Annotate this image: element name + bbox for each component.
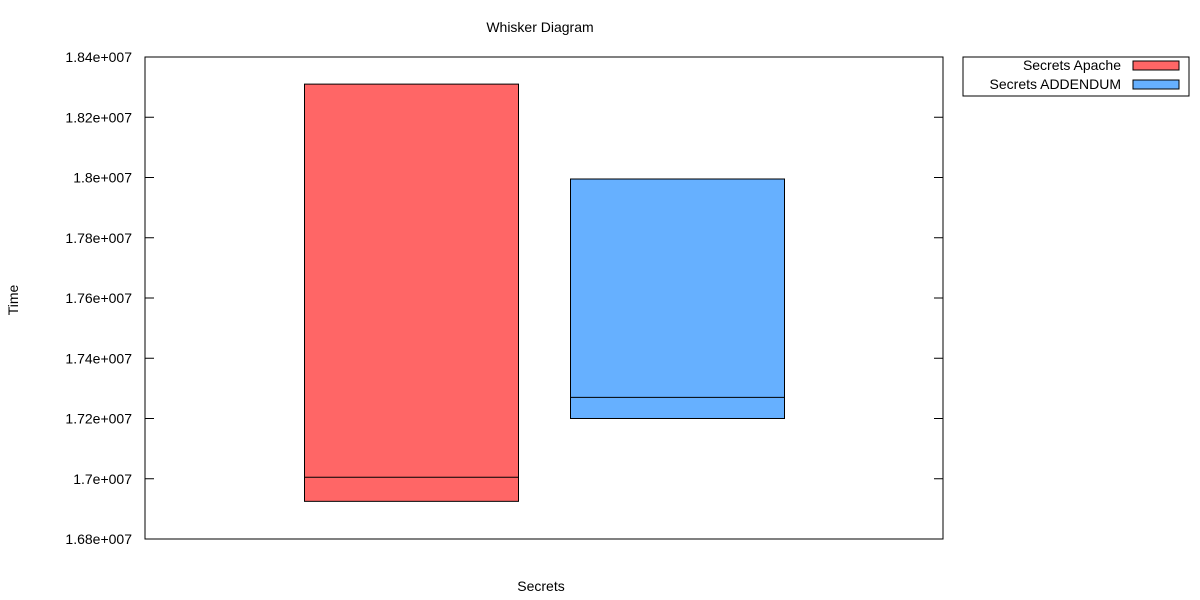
y-tick-label: 1.84e+007 bbox=[65, 49, 132, 65]
legend-swatch bbox=[1132, 60, 1180, 71]
legend-label: Secrets Apache bbox=[1023, 57, 1121, 73]
y-axis-label: Time bbox=[5, 284, 21, 315]
chart-title: Whisker Diagram bbox=[486, 19, 593, 35]
y-tick-label: 1.76e+007 bbox=[65, 290, 132, 306]
box-secrets-addendum bbox=[570, 178, 785, 419]
y-axis: 1.68e+007 1.7e+007 1.72e+007 1.74e+007 1.76e… bbox=[65, 49, 943, 547]
y-tick-label: 1.72e+007 bbox=[65, 411, 132, 427]
y-tick-label: 1.8e+007 bbox=[73, 170, 132, 186]
box-group bbox=[304, 83, 785, 502]
y-tick-label: 1.82e+007 bbox=[65, 109, 132, 125]
y-tick-label: 1.68e+007 bbox=[65, 531, 132, 547]
y-tick-label: 1.7e+007 bbox=[73, 471, 132, 487]
y-tick-label: 1.78e+007 bbox=[65, 230, 132, 246]
y-tick-label: 1.74e+007 bbox=[65, 350, 132, 366]
legend-swatch bbox=[1132, 79, 1180, 90]
legend: Secrets Apache Secrets ADDENDUM bbox=[962, 56, 1190, 97]
x-axis-label: Secrets bbox=[517, 578, 564, 594]
legend-label: Secrets ADDENDUM bbox=[990, 76, 1121, 92]
box-secrets-apache bbox=[304, 83, 519, 502]
plot-frame bbox=[144, 56, 944, 540]
